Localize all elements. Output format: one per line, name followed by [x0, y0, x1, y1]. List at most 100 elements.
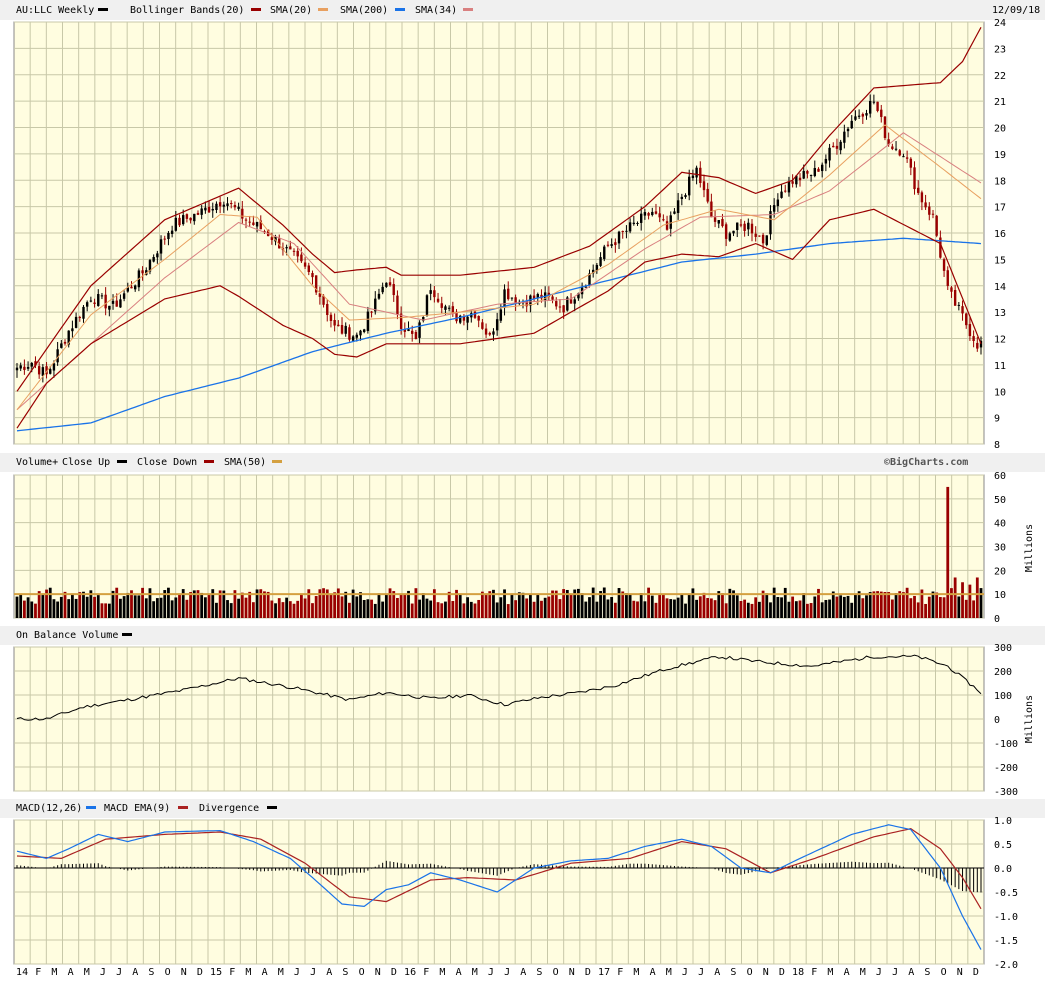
- y-tick-label: 0: [994, 614, 1000, 625]
- price-candle: [63, 341, 67, 344]
- price-candle: [928, 206, 931, 215]
- volume-bar: [547, 596, 551, 618]
- price-candle: [49, 369, 52, 374]
- volume-bar: [573, 589, 577, 618]
- volume-bar: [56, 601, 60, 618]
- volume-bar: [865, 595, 868, 618]
- price-candle: [263, 231, 266, 233]
- volume-bar: [610, 597, 614, 618]
- volume-bar: [458, 594, 462, 618]
- price-candle: [850, 120, 853, 129]
- price-candle: [56, 349, 59, 363]
- volume-bar: [628, 593, 632, 618]
- x-tick-label: J: [682, 967, 688, 978]
- price-candle: [750, 223, 754, 234]
- price-candle: [67, 330, 70, 345]
- volume-bar: [410, 603, 414, 618]
- price-candle: [865, 113, 868, 116]
- price-candle: [351, 336, 355, 341]
- y-tick-label: 0.5: [994, 840, 1012, 851]
- volume-bar: [432, 589, 436, 618]
- x-tick-label: J: [100, 967, 106, 978]
- price-candle: [126, 287, 130, 292]
- volume-bar: [45, 589, 48, 618]
- volume-bar: [735, 595, 739, 618]
- x-tick-label: M: [827, 967, 833, 978]
- volume-bar: [950, 588, 953, 618]
- x-tick-label: D: [585, 967, 591, 978]
- volume-bar: [222, 590, 226, 618]
- price-candle: [647, 213, 650, 216]
- y-tick-label: 21: [994, 97, 1006, 108]
- volume-bar: [71, 594, 74, 618]
- volume-bar: [192, 590, 196, 618]
- x-tick-label: A: [908, 967, 914, 978]
- price-candle: [196, 212, 200, 215]
- volume-bar: [876, 591, 879, 618]
- volume-bar: [528, 593, 532, 618]
- volume-bar: [761, 590, 765, 618]
- y-tick-label: 19: [994, 150, 1006, 161]
- price-candle: [832, 145, 835, 148]
- price-candle: [754, 233, 757, 237]
- y-tick-label: -1.0: [994, 912, 1018, 923]
- price-candle: [259, 220, 262, 230]
- volume-bar: [469, 601, 473, 618]
- volume-bar: [240, 592, 244, 618]
- price-candle: [429, 290, 432, 294]
- price-candle: [230, 203, 233, 205]
- price-candle: [377, 293, 381, 299]
- price-candle: [344, 325, 347, 334]
- price-candle: [894, 148, 898, 150]
- vol-sma50-swatch: [272, 460, 282, 463]
- volume-bar: [724, 603, 728, 618]
- price-candle: [569, 299, 573, 304]
- volume-bar: [935, 592, 939, 618]
- price-candle: [296, 250, 299, 257]
- volume-bar: [163, 590, 167, 618]
- volume-bar: [292, 603, 296, 618]
- macd-ema-legend-swatch: [178, 806, 188, 809]
- volume-bar: [37, 591, 41, 618]
- x-tick-label: J: [892, 967, 898, 978]
- volume-bar: [521, 592, 525, 618]
- volume-bar: [325, 589, 329, 618]
- price-candle: [868, 101, 872, 114]
- price-candle: [34, 361, 37, 366]
- x-tick-label: M: [278, 967, 284, 978]
- x-tick-label: N: [957, 967, 963, 978]
- y-tick-label: 10: [994, 590, 1006, 601]
- volume-bar: [455, 589, 458, 618]
- price-candle: [318, 293, 322, 297]
- volume-bar: [650, 595, 654, 618]
- volume-bar: [366, 599, 370, 618]
- price-candle: [211, 208, 214, 211]
- volume-bar: [920, 589, 924, 618]
- volume-bar: [510, 594, 514, 618]
- volume-bar: [695, 599, 699, 618]
- price-candle: [824, 158, 828, 164]
- x-tick-label: M: [84, 967, 90, 978]
- price-candle: [806, 171, 809, 174]
- price-candle: [329, 314, 333, 322]
- volume-bar: [554, 590, 558, 618]
- price-candle: [935, 215, 938, 236]
- y-tick-label: 20: [994, 566, 1006, 577]
- volume-bar: [739, 600, 743, 618]
- price-candle: [758, 235, 761, 237]
- volume-bar: [329, 593, 333, 618]
- volume-bar: [658, 594, 662, 618]
- volume-bar: [488, 591, 492, 618]
- bollinger-label: Bollinger Bands(20): [130, 5, 244, 16]
- x-tick-label: D: [973, 967, 979, 978]
- x-tick-label: 16: [404, 967, 416, 978]
- volume-bar: [842, 596, 846, 618]
- volume-title: Volume+: [16, 457, 58, 468]
- price-candle: [370, 311, 373, 313]
- price-candle: [145, 270, 148, 275]
- volume-bar: [311, 603, 314, 618]
- volume-bar: [732, 590, 735, 618]
- volume-bar: [299, 594, 303, 618]
- volume-bar: [757, 601, 761, 618]
- volume-bar: [894, 593, 898, 618]
